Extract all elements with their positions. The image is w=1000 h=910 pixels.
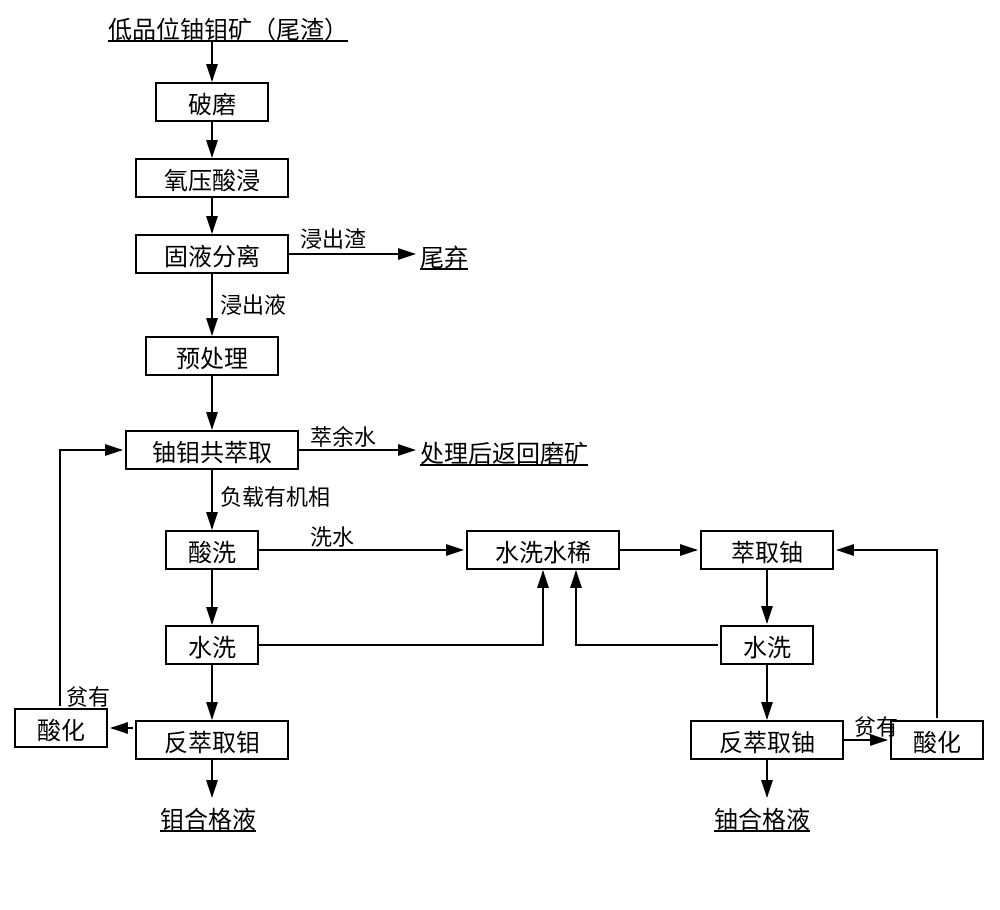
label-raffinate: 萃余水: [310, 420, 376, 452]
output-return-grind: 处理后返回磨矿: [420, 434, 588, 469]
node-acidify-left: 酸化: [14, 708, 108, 748]
node-strip-mo: 反萃取钼: [135, 720, 289, 760]
node-water-wash-right: 水洗: [720, 625, 814, 665]
node-co-extract: 铀钼共萃取: [125, 430, 299, 470]
label-poor-right: 贫有: [854, 710, 898, 742]
node-crush: 破磨: [155, 82, 269, 122]
label-wash-water: 洗水: [310, 520, 354, 552]
output-tailings: 尾弃: [420, 238, 468, 273]
label-leach-liquid: 浸出液: [220, 288, 286, 320]
node-acidify-right: 酸化: [890, 720, 984, 760]
node-oxygen-leach: 氧压酸浸: [135, 158, 289, 198]
output-mo-liquid: 钼合格液: [160, 800, 256, 835]
node-acid-wash: 酸洗: [165, 530, 259, 570]
node-strip-u: 反萃取铀: [690, 720, 844, 760]
label-leach-residue: 浸出渣: [300, 222, 366, 254]
diagram-title: 低品位铀钼矿（尾渣）: [108, 10, 348, 45]
label-loaded-organic: 负载有机相: [220, 480, 330, 512]
node-separation: 固液分离: [135, 234, 289, 274]
node-pretreat: 预处理: [145, 336, 279, 376]
label-poor-left: 贫有: [66, 680, 110, 712]
node-water-wash-left: 水洗: [165, 625, 259, 665]
node-wash-dilute: 水洗水稀: [466, 530, 620, 570]
node-extract-u: 萃取铀: [700, 530, 834, 570]
output-u-liquid: 铀合格液: [714, 800, 810, 835]
